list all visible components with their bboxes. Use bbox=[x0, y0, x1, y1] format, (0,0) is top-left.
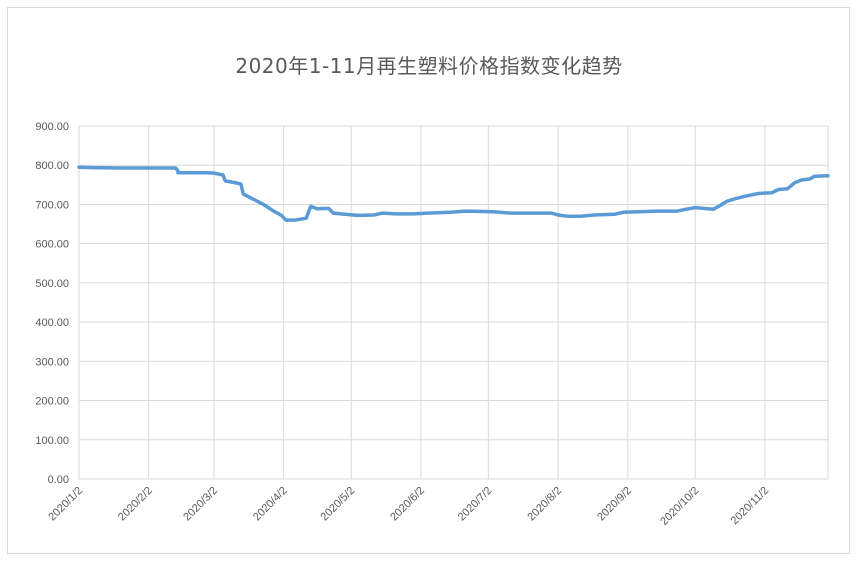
y-tick-label: 900.00 bbox=[35, 121, 69, 133]
x-tick-label: 2020/3/2 bbox=[181, 485, 220, 524]
series-layer bbox=[77, 165, 830, 222]
chart-title: 2020年1-11月再生塑料价格指数变化趋势 bbox=[235, 54, 623, 78]
x-tick-label: 2020/6/2 bbox=[388, 485, 427, 524]
y-tick-label: 500.00 bbox=[35, 278, 69, 290]
y-tick-label: 400.00 bbox=[35, 317, 69, 329]
y-tick-label: 100.00 bbox=[35, 435, 69, 447]
x-tick-label: 2020/5/2 bbox=[319, 485, 358, 524]
y-tick-label: 700.00 bbox=[35, 199, 69, 211]
y-tick-label: 600.00 bbox=[35, 239, 69, 251]
chart-frame bbox=[7, 7, 850, 554]
x-tick-label: 2020/8/2 bbox=[525, 485, 564, 524]
x-tick-label: 2020/11/2 bbox=[729, 485, 772, 528]
x-tick-label: 2020/10/2 bbox=[658, 485, 701, 528]
y-axis-tick-labels: 0.00 100.00 200.00 300.00 400.00 500.00 600.00… bbox=[35, 121, 69, 486]
y-tick-label: 0.00 bbox=[48, 474, 69, 486]
y-tick-label: 200.00 bbox=[35, 396, 69, 408]
x-tick-label: 2020/9/2 bbox=[595, 485, 634, 524]
series-line bbox=[77, 165, 830, 222]
x-axis-tick-labels: 2020/1/2 2020/2/2 2020/3/2 2020/4/2 2020/5/2… bbox=[46, 485, 771, 528]
y-tick-label: 300.00 bbox=[35, 356, 69, 368]
grid-lines bbox=[78, 125, 829, 480]
x-tick-label: 2020/1/2 bbox=[46, 485, 85, 524]
x-tick-label: 2020/4/2 bbox=[251, 485, 290, 524]
x-tick-label: 2020/2/2 bbox=[116, 485, 155, 524]
x-tick-label: 2020/7/2 bbox=[456, 485, 495, 524]
y-tick-label: 800.00 bbox=[35, 160, 69, 172]
